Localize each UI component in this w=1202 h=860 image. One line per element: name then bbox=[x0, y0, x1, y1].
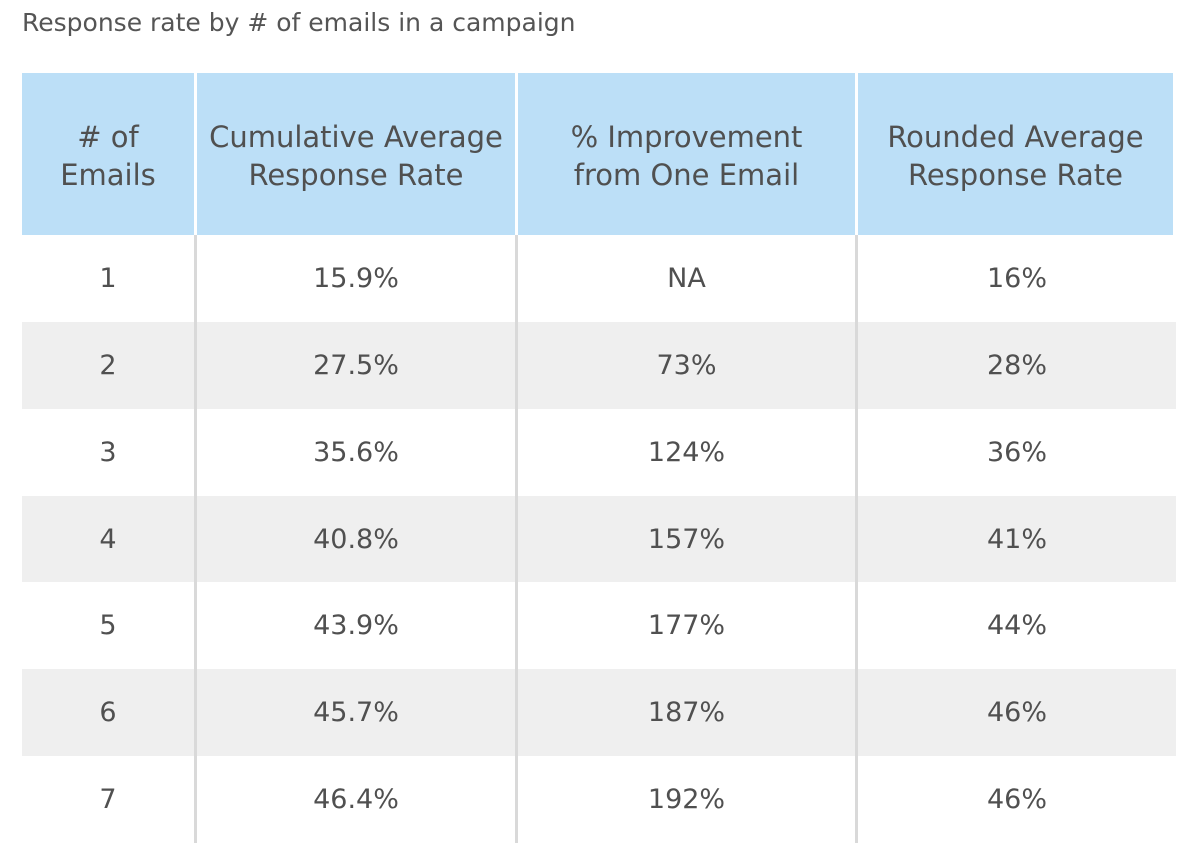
table-cell-emails: 1 bbox=[22, 235, 197, 322]
header-line: % Improvement bbox=[570, 120, 803, 154]
table-cell-rounded: 46% bbox=[858, 669, 1176, 757]
table-cell-emails: 5 bbox=[22, 582, 197, 670]
header-line: Cumulative Average bbox=[209, 120, 503, 154]
table-cell-improvement: 177% bbox=[518, 582, 858, 670]
table-cell-cumulative: 35.6% bbox=[197, 408, 518, 496]
response-rate-table: # of Emails Cumulative Average Response … bbox=[22, 73, 1176, 844]
table-cell-emails: 7 bbox=[22, 756, 197, 844]
table-cell-emails: 4 bbox=[22, 495, 197, 583]
table-cell-cumulative: 40.8% bbox=[197, 495, 518, 583]
table-cell-improvement: NA bbox=[518, 235, 858, 322]
table-cell-improvement: 73% bbox=[518, 321, 858, 409]
table-cell-improvement: 192% bbox=[518, 756, 858, 844]
header-line: Response Rate bbox=[907, 158, 1123, 192]
table-cell-cumulative: 27.5% bbox=[197, 321, 518, 409]
header-line: # of bbox=[77, 120, 139, 154]
header-line: Emails bbox=[60, 158, 156, 192]
table-cell-rounded: 28% bbox=[858, 321, 1176, 409]
table-cell-improvement: 187% bbox=[518, 669, 858, 757]
table-cell-emails: 2 bbox=[22, 321, 197, 409]
table-cell-improvement: 157% bbox=[518, 495, 858, 583]
table-cell-rounded: 46% bbox=[858, 756, 1176, 844]
table-cell-improvement: 124% bbox=[518, 408, 858, 496]
header-cumulative-average: Cumulative Average Response Rate bbox=[197, 73, 518, 235]
table-caption: Response rate by # of emails in a campai… bbox=[22, 8, 576, 37]
header-rounded-average: Rounded Average Response Rate bbox=[858, 73, 1176, 235]
table-cell-rounded: 41% bbox=[858, 495, 1176, 583]
header-num-emails: # of Emails bbox=[22, 73, 197, 235]
header-line: Response Rate bbox=[248, 158, 464, 192]
table-cell-cumulative: 46.4% bbox=[197, 756, 518, 844]
table-cell-rounded: 36% bbox=[858, 408, 1176, 496]
header-line: from One Email bbox=[573, 158, 800, 192]
header-line: Rounded Average bbox=[887, 120, 1144, 154]
table-cell-cumulative: 15.9% bbox=[197, 235, 518, 322]
table-cell-rounded: 44% bbox=[858, 582, 1176, 670]
header-improvement: % Improvement from One Email bbox=[518, 73, 858, 235]
table-cell-cumulative: 45.7% bbox=[197, 669, 518, 757]
table-cell-rounded: 16% bbox=[858, 235, 1176, 322]
table-cell-emails: 3 bbox=[22, 408, 197, 496]
table-cell-cumulative: 43.9% bbox=[197, 582, 518, 670]
table-cell-emails: 6 bbox=[22, 669, 197, 757]
